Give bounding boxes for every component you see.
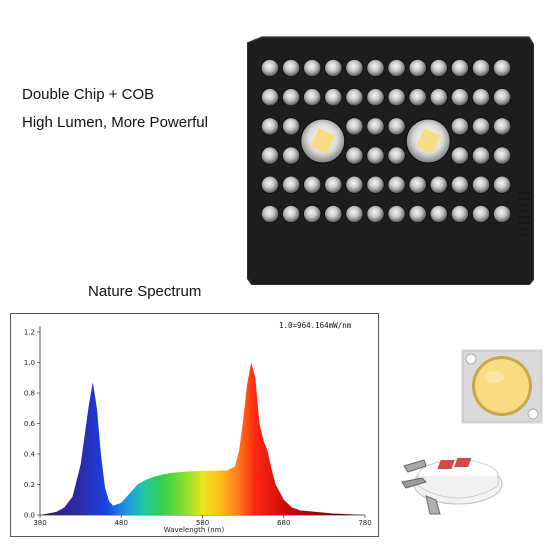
led-lens — [260, 117, 280, 136]
led-lens — [471, 146, 491, 165]
led-lens — [450, 175, 469, 194]
x-tick-label: 480 — [115, 519, 128, 527]
cob-chip-holder-icon — [401, 458, 503, 515]
led-lens — [366, 58, 385, 78]
led-lens — [493, 58, 512, 78]
x-axis-label: Wavelength (nm) — [164, 526, 225, 534]
led-lens — [387, 88, 406, 107]
led-lens — [281, 117, 301, 136]
led-lens — [260, 146, 280, 165]
spectrum-chart: 0.0 0.2 0.4 0.6 0.8 1.0 1.2 380 480 580 680 780 1.… — [10, 313, 379, 537]
led-lens — [281, 146, 301, 165]
led-lens — [387, 204, 406, 224]
led-lens — [366, 175, 385, 194]
led-lens — [429, 58, 448, 78]
led-lens — [471, 88, 491, 107]
led-lens — [345, 88, 364, 107]
spectrum-chart-svg: 0.0 0.2 0.4 0.6 0.8 1.0 1.2 380 480 580 680 780 1.… — [24, 321, 372, 534]
led-lens — [493, 146, 512, 165]
led-lens — [471, 58, 491, 78]
led-lens — [345, 117, 364, 136]
spectrum-title: Nature Spectrum — [88, 283, 202, 300]
led-lens — [493, 117, 512, 136]
led-lens — [387, 175, 406, 194]
led-lens — [450, 204, 469, 224]
led-lens — [471, 204, 491, 224]
led-lens — [281, 58, 301, 78]
feature-high-lumen: High Lumen, More Powerful — [22, 114, 208, 131]
y-tick-label: 0.0 — [24, 512, 35, 520]
led-lens — [303, 175, 322, 194]
y-tick-label: 0.8 — [24, 390, 35, 398]
led-lens — [450, 117, 469, 136]
led-lens — [345, 204, 364, 224]
led-lens — [345, 146, 364, 165]
led-lens — [408, 175, 427, 194]
x-tick-label: 380 — [33, 519, 46, 527]
y-tick-label: 1.0 — [24, 359, 35, 367]
led-lens — [260, 58, 280, 78]
led-lens — [387, 58, 406, 78]
led-lens — [429, 88, 448, 107]
led-lens — [303, 58, 322, 78]
led-lens — [260, 175, 280, 194]
led-grow-light-panel-icon — [247, 36, 534, 285]
led-lens — [408, 58, 427, 78]
led-lens — [493, 88, 512, 107]
led-lens — [345, 175, 364, 194]
x-tick-label: 780 — [358, 519, 371, 527]
led-lens — [303, 204, 322, 224]
cob-chip-face — [415, 128, 441, 154]
led-lens — [429, 204, 448, 224]
y-tick-label: 1.2 — [24, 329, 35, 337]
led-lens — [324, 58, 343, 78]
led-array — [260, 58, 512, 224]
led-lens — [429, 175, 448, 194]
led-lens — [387, 146, 406, 165]
spectrum-scale-note: 1.0=964.164mW/nm — [279, 321, 352, 330]
led-lens — [450, 58, 469, 78]
led-lens — [366, 117, 385, 136]
cob-chip-icon — [461, 349, 543, 424]
y-tick-label: 0.6 — [24, 420, 36, 428]
led-lens — [324, 88, 343, 107]
y-tick-label: 0.4 — [24, 451, 36, 459]
led-lens — [471, 117, 491, 136]
led-lens — [387, 117, 406, 136]
led-lens — [260, 204, 280, 224]
spectrum-area — [40, 362, 365, 515]
x-tick-label: 580 — [196, 519, 209, 527]
led-lens — [450, 146, 469, 165]
led-lens — [366, 146, 385, 165]
led-lens — [366, 88, 385, 107]
led-lens — [408, 204, 427, 224]
led-lens — [366, 204, 385, 224]
led-lens — [450, 88, 469, 107]
led-lens — [471, 175, 491, 194]
led-lens — [324, 175, 343, 194]
led-lens — [345, 58, 364, 78]
led-lens — [281, 175, 301, 194]
led-lens — [408, 88, 427, 107]
y-tick-label: 0.2 — [24, 481, 35, 489]
led-lens — [493, 204, 512, 224]
feature-double-chip: Double Chip + COB — [22, 86, 155, 103]
led-lens — [493, 175, 512, 194]
led-lens — [303, 88, 322, 107]
led-lens — [281, 204, 301, 224]
led-lens — [324, 204, 343, 224]
led-lens — [281, 88, 301, 107]
cob-chip-face — [310, 128, 336, 154]
led-lens — [260, 88, 280, 107]
x-tick-label: 680 — [277, 519, 290, 527]
